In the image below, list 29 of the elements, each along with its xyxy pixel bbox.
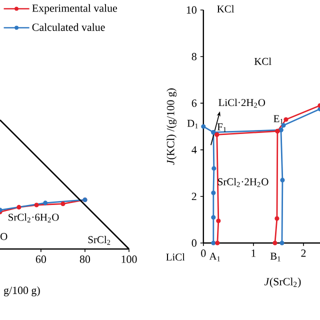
annotation: E$_{1}$ — [274, 115, 283, 124]
x-tick-label: 2 — [301, 250, 306, 257]
annotation: SrCl$_{2}$ — [88, 236, 110, 245]
annotation: F$_{1}$ — [217, 123, 226, 132]
annotation: O — [0, 233, 8, 240]
x-axis-title: g/100 g) — [4, 286, 40, 296]
y-tick-label: 4 — [192, 146, 197, 154]
text: A$_{1}$ — [209, 252, 220, 262]
annotation: LiCl·2H$_{2}$O — [218, 98, 266, 108]
annotation: SrCl$_{2}$·6H$_{2}$O — [8, 213, 59, 222]
annotation: KCl — [217, 5, 234, 13]
x-tick-label: 60 — [36, 256, 46, 263]
x-tick-label: 0 — [201, 250, 206, 257]
text: D$_{1}$ — [187, 120, 198, 128]
x-tick-label: 80 — [80, 256, 90, 263]
y-tick-label: 6 — [192, 100, 197, 107]
y-axis-title: J(KCl) /(g/100 g) — [166, 88, 177, 165]
legend-label: Calculated value — [32, 23, 105, 31]
x-tick-label: 1 — [252, 250, 256, 257]
y-tick-label: 0 — [192, 239, 196, 247]
y-tick-label: 10 — [186, 6, 196, 14]
annotation: KCl — [254, 58, 272, 65]
x-tick-label: 100 — [122, 256, 137, 263]
x-axis-title: J(SrCl$_{2}$) — [264, 278, 301, 288]
y-tick-label: 8 — [192, 52, 196, 60]
y-tick-label: 2 — [192, 192, 196, 200]
text: B$_{1}$ — [270, 252, 280, 262]
legend-label: Experimental value — [32, 4, 118, 14]
text: LiCl — [166, 253, 185, 261]
